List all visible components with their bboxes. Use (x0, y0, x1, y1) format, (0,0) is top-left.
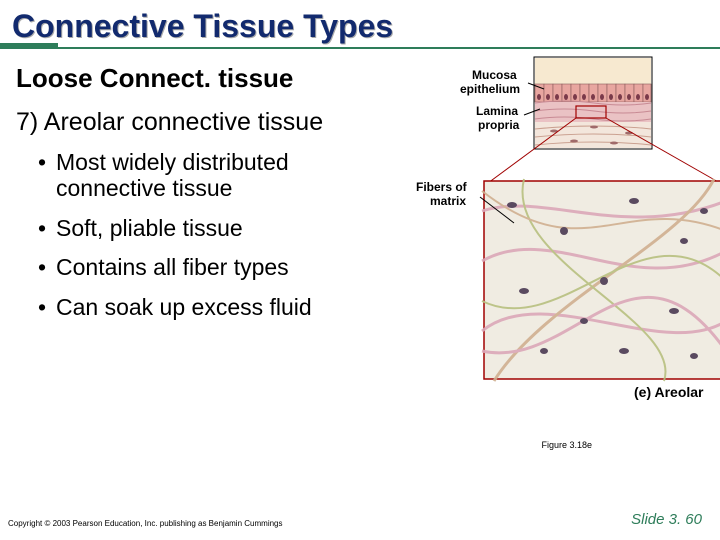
label-propria: propria (478, 118, 520, 132)
bullet-item: Contains all fiber types (38, 255, 398, 281)
label-lamina: Lamina (476, 104, 518, 118)
bullet-item: Can soak up excess fluid (38, 295, 398, 321)
label-matrix: matrix (430, 194, 466, 208)
figure-areolar: Mucosa epithelium Lamina propria (384, 53, 720, 413)
label-fibers: Fibers of (416, 180, 468, 194)
copyright-text: Copyright © 2003 Pearson Education, Inc.… (8, 519, 283, 528)
slide-title: Connective Tissue Types (12, 8, 720, 45)
bullet-item: Soft, pliable tissue (38, 216, 398, 242)
bullet-item: Most widely distributed connective tissu… (38, 150, 398, 202)
panel-caption: (e) Areolar (634, 384, 704, 400)
label-epithelium: epithelium (460, 82, 520, 96)
slide-number: Slide 3. 60 (631, 511, 702, 528)
figure-caption: Figure 3.18e (541, 440, 592, 450)
label-mucosa: Mucosa (472, 68, 517, 82)
